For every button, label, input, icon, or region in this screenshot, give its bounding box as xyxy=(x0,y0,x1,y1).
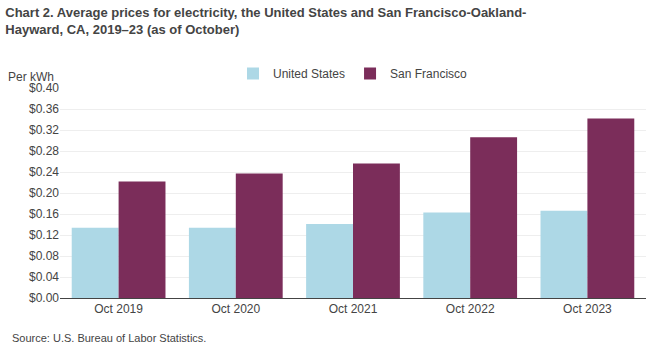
svg-text:$0.40: $0.40 xyxy=(29,81,59,95)
svg-text:$0.12: $0.12 xyxy=(29,228,59,242)
svg-text:$0.24: $0.24 xyxy=(29,165,59,179)
svg-text:$0.08: $0.08 xyxy=(29,249,59,263)
svg-text:Source: U.S. Bureau of Labor S: Source: U.S. Bureau of Labor Statistics. xyxy=(12,332,206,344)
svg-text:$0.20: $0.20 xyxy=(29,186,59,200)
svg-text:San Francisco: San Francisco xyxy=(390,67,467,81)
svg-text:Chart 2. Average prices for el: Chart 2. Average prices for electricity,… xyxy=(5,5,526,37)
svg-text:$0.16: $0.16 xyxy=(29,207,59,221)
svg-text:$0.04: $0.04 xyxy=(29,270,59,284)
svg-text:$0.28: $0.28 xyxy=(29,144,59,158)
svg-text:$0.00: $0.00 xyxy=(29,291,59,305)
svg-text:$0.32: $0.32 xyxy=(29,123,59,137)
svg-text:United States: United States xyxy=(273,67,345,81)
svg-text:Oct 2021: Oct 2021 xyxy=(329,302,378,316)
svg-text:Oct 2020: Oct 2020 xyxy=(211,302,260,316)
svg-text:$0.36: $0.36 xyxy=(29,102,59,116)
svg-text:Per kWh: Per kWh xyxy=(8,70,54,84)
svg-text:Oct 2022: Oct 2022 xyxy=(446,302,495,316)
svg-text:Oct 2023: Oct 2023 xyxy=(563,302,612,316)
svg-text:Oct 2019: Oct 2019 xyxy=(94,302,143,316)
